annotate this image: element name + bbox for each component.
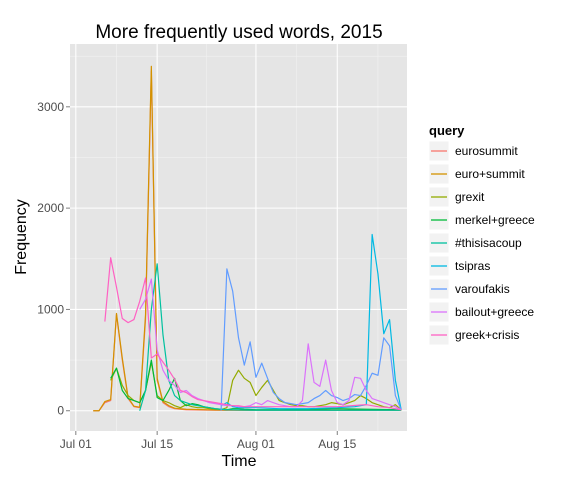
y-tick-label: 2000: [37, 201, 64, 215]
legend-label: grexit: [455, 190, 485, 204]
legend-item: merkel+greece: [428, 209, 535, 231]
plot-background: [70, 44, 407, 431]
minor-gridlines: [70, 44, 407, 431]
y-tick-label: 1000: [37, 302, 64, 316]
legend-label: #thisisacoup: [455, 236, 522, 250]
legend-item: varoufakis: [428, 278, 510, 300]
x-tick-label: Aug 15: [318, 437, 356, 451]
legend-label: varoufakis: [455, 282, 510, 296]
y-tick-label: 0: [57, 404, 64, 418]
legend-item: #thisisacoup: [428, 232, 522, 254]
legend-item: grexit: [428, 186, 485, 208]
series-line-tsipras: [220, 233, 402, 410]
legend-item: bailout+greece: [428, 301, 534, 323]
legend-label: bailout+greece: [455, 305, 534, 319]
legend-label: greek+crisis: [455, 328, 519, 342]
x-axis-ticks: Jul 01 Jul 15 Aug 01 Aug 15: [60, 431, 357, 451]
legend-label: euro+summit: [455, 167, 525, 181]
legend: query eurosummit euro+summit grexit merkel+…: [428, 123, 535, 346]
legend-label: merkel+greece: [455, 213, 535, 227]
series-lines: [93, 65, 402, 412]
x-axis-title: Time: [222, 453, 257, 470]
x-tick-label: Jul 01: [60, 437, 92, 451]
chart-title: More frequently used words, 2015: [95, 22, 382, 43]
x-tick-label: Aug 01: [237, 437, 275, 451]
y-axis-title: Frequency: [13, 199, 30, 275]
legend-label: eurosummit: [455, 144, 518, 158]
legend-item: tsipras: [428, 255, 490, 277]
legend-title: query: [429, 123, 465, 138]
series-line-grexit: [110, 361, 402, 411]
legend-label: tsipras: [455, 259, 490, 273]
y-axis-ticks: 0 1000 2000 3000: [37, 100, 70, 418]
x-tick-label: Jul 15: [141, 437, 173, 451]
y-tick-label: 3000: [37, 100, 64, 114]
series-line-greek-crisis: [104, 257, 402, 411]
legend-item: eurosummit: [428, 140, 518, 162]
legend-item: euro+summit: [428, 163, 525, 185]
legend-item: greek+crisis: [428, 324, 519, 346]
series-line-varoufakis: [220, 268, 402, 411]
series-line-thisisacoup: [139, 263, 402, 411]
